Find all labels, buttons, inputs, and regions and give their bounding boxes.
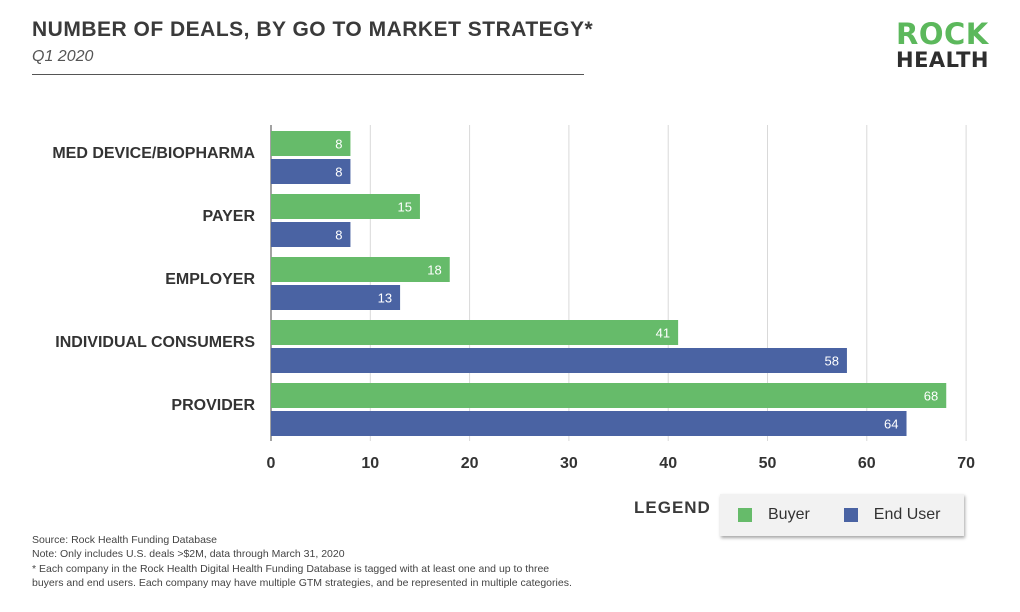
data-label-end-user-4: 64: [884, 417, 898, 432]
bar-buyer-2: [271, 257, 450, 282]
x-tick-label-10: 10: [361, 455, 379, 472]
legend-swatch-end-user: [843, 508, 858, 522]
data-label-buyer-4: 68: [924, 389, 938, 404]
legend-item-end-user: End User: [843, 506, 941, 524]
category-label-0: MED DEVICE/BIOPHARMA: [52, 145, 255, 162]
x-tick-label-40: 40: [659, 455, 677, 472]
x-tick-label-20: 20: [461, 455, 479, 472]
footnote-source: Source: Rock Health Funding Database: [32, 534, 218, 546]
logo-line1: ROCK: [896, 17, 989, 51]
category-label-1: PAYER: [203, 208, 256, 225]
legend-swatch-buyer: [738, 508, 752, 522]
footnote-asterisk-1: * Each company in the Rock Health Digita…: [32, 562, 550, 575]
legend-label-end-user: End User: [873, 506, 941, 523]
legend-item-buyer: Buyer: [738, 506, 810, 524]
chart-title: NUMBER OF DEALS, BY GO TO MARKET STRATEG…: [32, 18, 594, 41]
bar-end-user-1: [271, 222, 351, 247]
x-tick-label-0: 0: [267, 455, 276, 472]
bar-buyer-3: [271, 320, 679, 345]
data-label-buyer-0: 8: [335, 137, 342, 152]
x-tick-label-70: 70: [957, 455, 975, 472]
footnote-asterisk-2: buyers and end users. Each company may h…: [32, 576, 572, 589]
data-label-end-user-1: 8: [335, 228, 342, 243]
category-label-3: INDIVIDUAL CONSUMERS: [55, 334, 255, 351]
category-label-2: EMPLOYER: [165, 271, 255, 288]
category-label-4: PROVIDER: [171, 397, 255, 414]
data-label-buyer-3: 41: [656, 326, 670, 341]
title-divider: [32, 74, 584, 75]
data-label-buyer-1: 15: [397, 200, 411, 215]
bar-end-user-2: [271, 285, 401, 310]
footnotes: Source: Rock Health Funding Database Not…: [32, 533, 572, 590]
x-tick-label-50: 50: [759, 455, 777, 472]
bar-end-user-4: [271, 411, 907, 436]
bar-end-user-3: [271, 348, 847, 373]
legend: Buyer End User: [720, 494, 964, 536]
bar-buyer-1: [271, 194, 420, 219]
bar-buyer-0: [271, 131, 351, 156]
legend-title: LEGEND: [634, 498, 711, 517]
legend-label-buyer: Buyer: [768, 506, 810, 523]
data-label-end-user-3: 58: [824, 354, 838, 369]
logo-line2: HEALTH: [896, 48, 989, 72]
data-label-end-user-2: 13: [378, 291, 392, 306]
rock-health-logo: ROCK HEALTH: [896, 20, 996, 71]
bar-buyer-4: [271, 383, 947, 408]
data-label-end-user-0: 8: [335, 165, 342, 180]
bar-end-user-0: [271, 159, 351, 184]
x-tick-label-60: 60: [858, 455, 876, 472]
chart-subtitle: Q1 2020: [32, 48, 94, 65]
data-label-buyer-2: 18: [427, 263, 441, 278]
x-tick-label-30: 30: [560, 455, 578, 472]
footnote-note: Note: Only includes U.S. deals >$2M, dat…: [32, 548, 345, 561]
